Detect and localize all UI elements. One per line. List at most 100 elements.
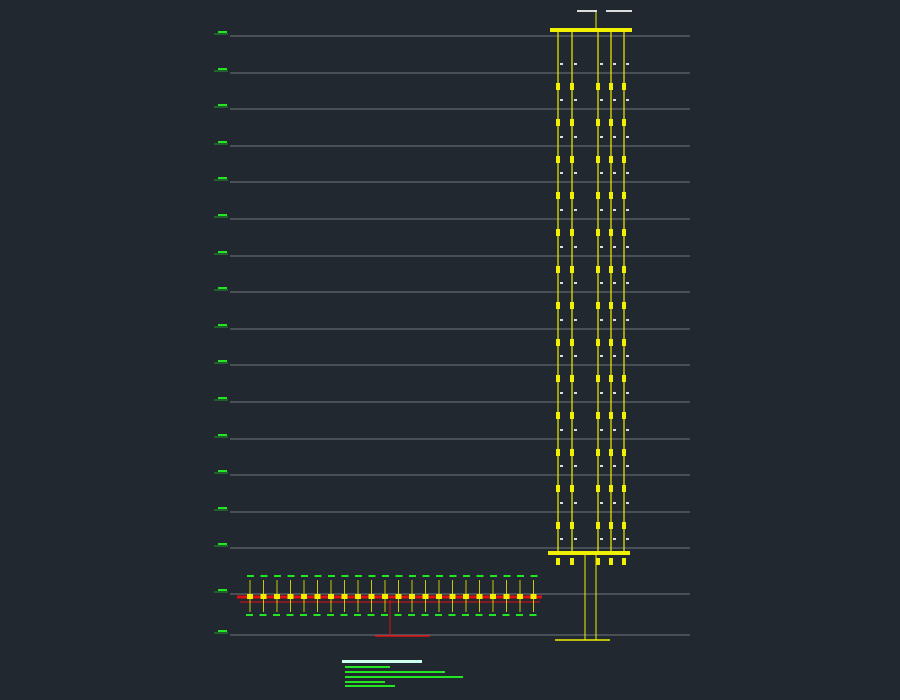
fixture-tag (327, 614, 334, 616)
level-mark (218, 177, 227, 179)
fixture (449, 594, 456, 599)
fixture (314, 594, 321, 599)
fixture-label (560, 502, 563, 504)
fixture-tag (300, 614, 307, 616)
valve (622, 375, 626, 382)
fixture-tag (475, 614, 483, 616)
fixture-label (574, 429, 577, 431)
fixture-tag (247, 575, 254, 577)
fixture-label (613, 172, 616, 174)
fixture-label (626, 502, 629, 504)
fixture-tag (301, 575, 308, 577)
fixture-label (600, 465, 603, 467)
fixture-label (574, 355, 577, 357)
fixture (328, 594, 334, 599)
valve (556, 192, 560, 199)
valve (570, 266, 574, 273)
fixture (517, 594, 523, 599)
fixture-tag (462, 614, 469, 616)
valve (609, 302, 613, 309)
fixture-tag (408, 614, 415, 616)
level-mark (218, 251, 227, 253)
valve (622, 266, 626, 273)
fixture-tag (314, 575, 322, 577)
fixture-tag (340, 614, 348, 616)
valve (596, 375, 600, 382)
fixture-tag (354, 614, 361, 616)
fixture (287, 594, 294, 599)
level-mark (218, 507, 227, 509)
level-mark (218, 360, 227, 362)
valve (596, 412, 600, 419)
fixture-label (626, 136, 629, 138)
fixture-label (600, 136, 603, 138)
valve (596, 266, 600, 273)
fixture-label (626, 465, 629, 467)
level-mark (218, 141, 227, 143)
valve (556, 375, 560, 382)
fixture-label (560, 172, 563, 174)
valve (556, 119, 560, 126)
fixture-label (574, 209, 577, 211)
fixture-label (560, 63, 563, 65)
fixture-label (600, 392, 603, 394)
top-label (606, 10, 632, 12)
fixture-tag (368, 575, 376, 577)
fixture-tag (435, 614, 442, 616)
fixture-tag (448, 614, 456, 616)
fixture-tag (273, 614, 280, 616)
valve (596, 156, 600, 163)
valve (596, 339, 600, 346)
level-mark (218, 589, 227, 591)
fixture-label (613, 136, 616, 138)
fixture (355, 594, 361, 599)
fixture-label (626, 355, 629, 357)
fixture (409, 594, 415, 599)
fixture-label (560, 392, 563, 394)
fixture-label (560, 209, 563, 211)
valve (609, 229, 613, 236)
fixture-label (574, 99, 577, 101)
fixture (247, 594, 253, 599)
fixture-label (626, 392, 629, 394)
valve (570, 485, 574, 492)
valve (556, 485, 560, 492)
valve (570, 156, 574, 163)
bottom-bar (548, 551, 630, 555)
fixture (301, 594, 307, 599)
level-mark (218, 470, 227, 472)
fixture-label (600, 355, 603, 357)
header-bar (550, 28, 632, 32)
fixture-tag (381, 614, 388, 616)
fixture-label (613, 282, 616, 284)
valve (556, 449, 560, 456)
level-mark (218, 397, 227, 399)
valve (570, 339, 574, 346)
fixture-tag (286, 614, 294, 616)
note-line (345, 666, 390, 668)
fixture-label (600, 282, 603, 284)
valve (556, 558, 560, 565)
valve (609, 339, 613, 346)
valve (609, 485, 613, 492)
valve (622, 119, 626, 126)
valve (609, 522, 613, 529)
fixture-label (613, 538, 616, 540)
note-line (345, 676, 463, 678)
note-line (345, 685, 395, 687)
valve (609, 375, 613, 382)
fixture-label (600, 429, 603, 431)
fixture-label (626, 172, 629, 174)
valve (609, 412, 613, 419)
valve (622, 412, 626, 419)
fixture-tag (367, 614, 375, 616)
level-mark (218, 630, 227, 632)
fixture (490, 594, 496, 599)
valve (570, 302, 574, 309)
fixture-label (626, 429, 629, 431)
fixture-label (626, 538, 629, 540)
fixture-label (560, 355, 563, 357)
fixture-tag (355, 575, 362, 577)
fixture (341, 594, 348, 599)
